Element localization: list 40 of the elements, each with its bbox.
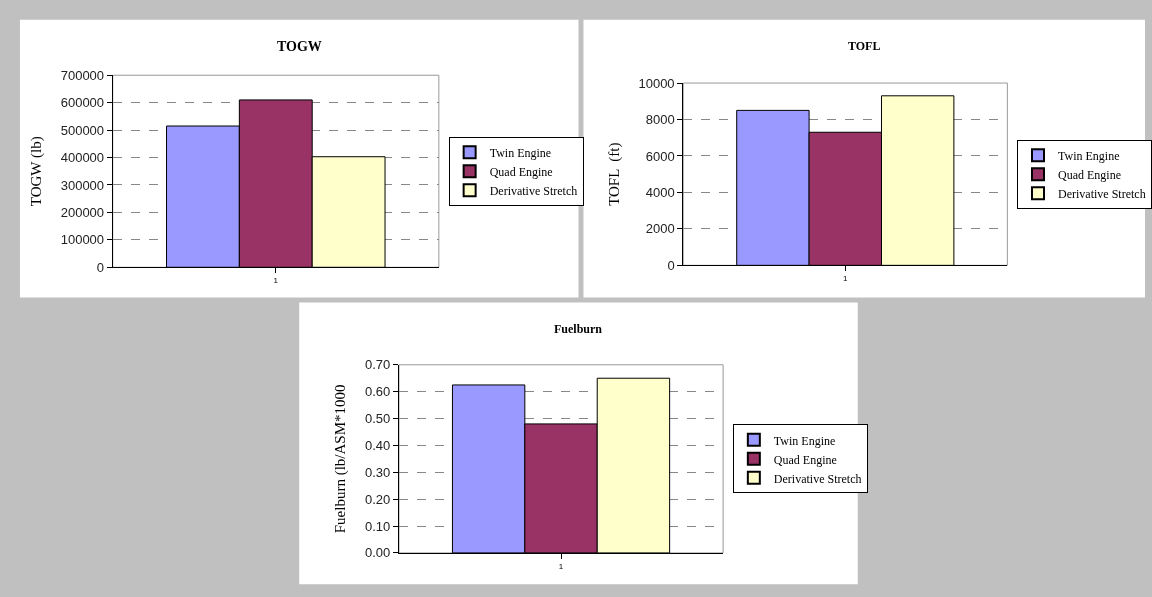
y-tick-label: 0.30 (365, 464, 391, 480)
legend-label: Derivative Stretch (1058, 186, 1146, 201)
y-tick-label: 4000 (645, 184, 675, 200)
legend-label: Quad Engine (489, 164, 553, 179)
y-tick-label: 0.00 (365, 545, 391, 561)
y-tick-label: 10000 (638, 75, 675, 91)
legend-label: Derivative Stretch (489, 183, 578, 198)
y-tick-label: 6000 (645, 148, 675, 164)
y-tick-label: 500000 (60, 122, 105, 138)
y-tick-label: 0.20 (365, 491, 391, 507)
x-tick-label: 1 (273, 275, 279, 285)
chart-title: TOFL (848, 39, 881, 53)
y-tick-label: 0.40 (365, 437, 391, 453)
y-tick-label: 300000 (60, 177, 105, 193)
legend-label: Quad Engine (773, 452, 837, 467)
legend-label: Twin Engine (1058, 148, 1120, 163)
legend-label: Twin Engine (773, 433, 836, 448)
chart-title: Fuelburn (554, 322, 603, 336)
legend-label: Derivative Stretch (773, 471, 862, 486)
y-axis-title: Fuelburn (lb/ASM*1000 (332, 384, 350, 534)
y-tick-label: 700000 (60, 67, 105, 83)
y-tick-label: 0.50 (365, 411, 391, 427)
x-tick-label: 1 (843, 273, 849, 283)
legend-label: Quad Engine (1058, 167, 1121, 182)
y-tick-label: 0.60 (365, 384, 391, 400)
y-tick-label: 8000 (645, 112, 675, 128)
y-tick-label: 600000 (60, 95, 105, 111)
y-tick-label: 400000 (60, 150, 105, 166)
y-tick-label: 0.70 (365, 357, 391, 373)
y-tick-label: 0.10 (365, 518, 391, 534)
y-tick-label: 200000 (60, 204, 105, 220)
legend-label: Twin Engine (489, 145, 552, 160)
y-tick-label: 2000 (645, 221, 675, 237)
y-tick-label: 100000 (60, 232, 105, 248)
chart-title: TOGW (277, 39, 322, 54)
y-tick-label: 0 (96, 259, 105, 275)
x-tick-label: 1 (558, 561, 564, 571)
y-tick-label: 0 (667, 257, 675, 273)
y-axis-title: TOGW (lb) (27, 136, 45, 207)
y-axis-title: TOFL (ft) (605, 142, 623, 206)
